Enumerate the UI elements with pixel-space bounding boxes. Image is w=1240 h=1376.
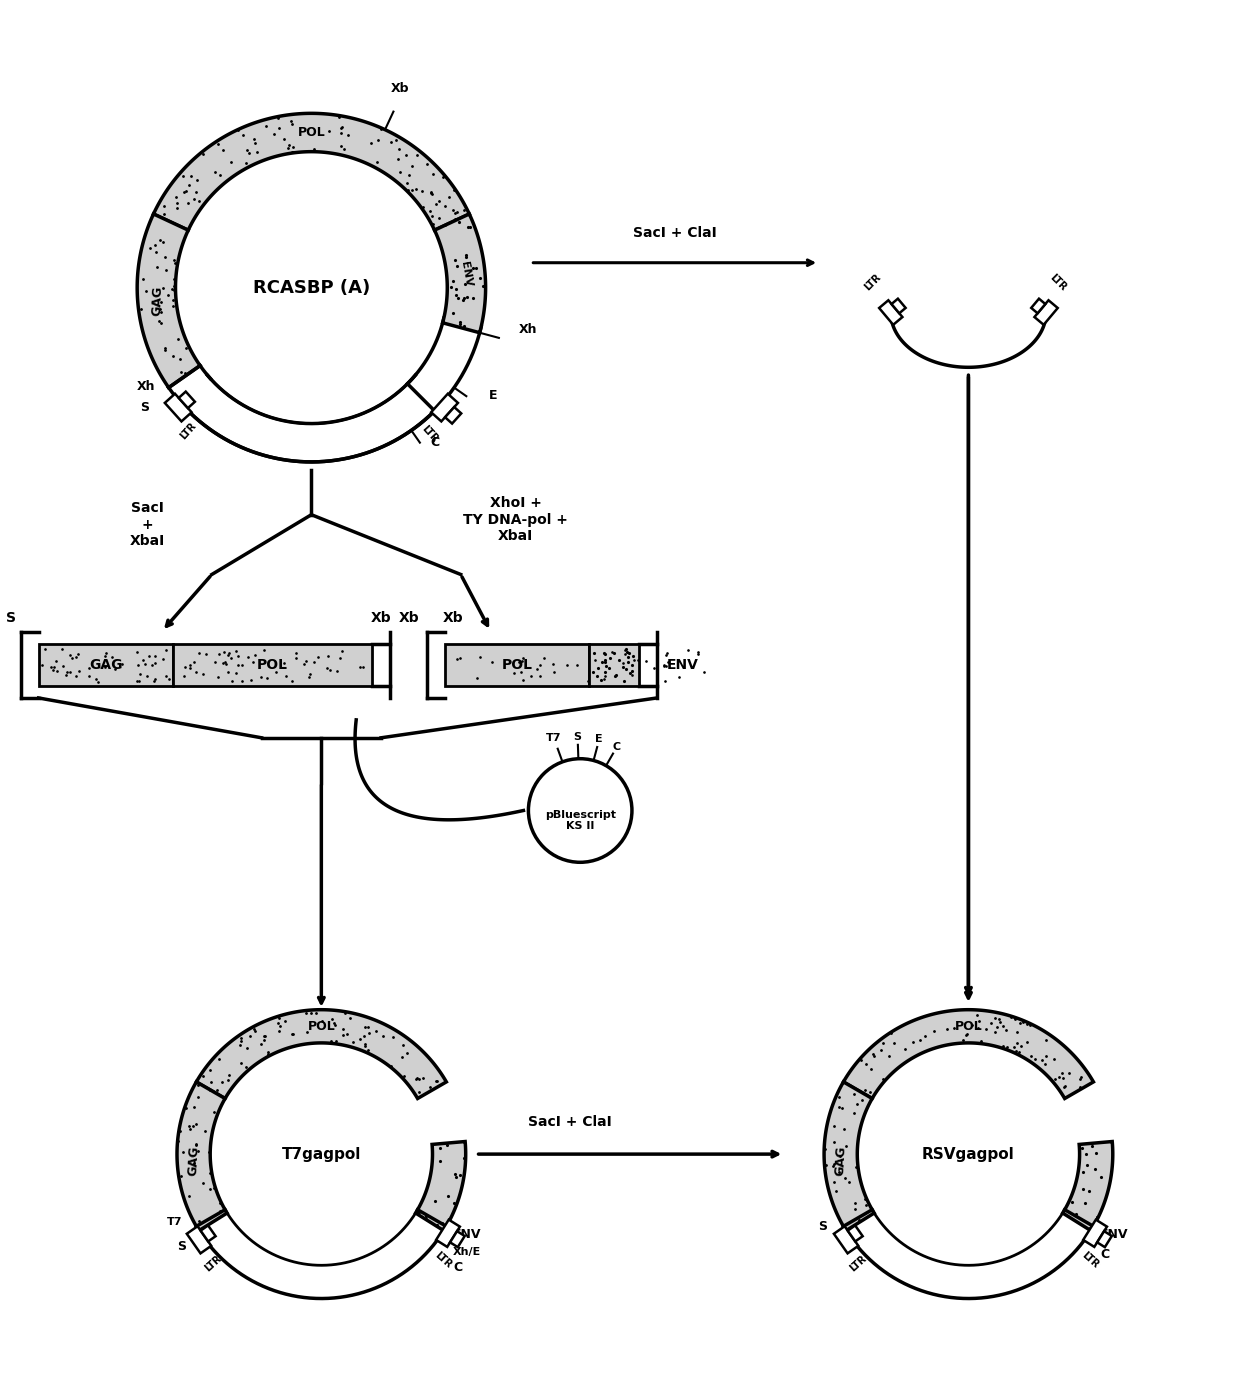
- Polygon shape: [1032, 299, 1045, 314]
- Polygon shape: [445, 407, 461, 424]
- Text: E: E: [489, 389, 497, 402]
- Text: C: C: [453, 1262, 463, 1274]
- Text: SacI + ClaI: SacI + ClaI: [528, 1115, 613, 1130]
- Text: POL: POL: [298, 127, 325, 139]
- Text: Xh: Xh: [136, 380, 155, 392]
- Text: C: C: [1100, 1248, 1109, 1262]
- Bar: [589, 644, 639, 687]
- Text: T7: T7: [167, 1216, 182, 1227]
- Text: Xb: Xb: [371, 611, 392, 625]
- Text: C: C: [430, 436, 440, 449]
- Text: XhoI +
TY DNA-pol +
XbaI: XhoI + TY DNA-pol + XbaI: [463, 497, 568, 544]
- Polygon shape: [179, 392, 195, 409]
- Text: SacI
+
XbaI: SacI + XbaI: [129, 501, 165, 548]
- Bar: [174, 644, 372, 687]
- Polygon shape: [432, 394, 458, 421]
- Text: ENV: ENV: [459, 260, 472, 288]
- Text: GAG: GAG: [186, 1145, 201, 1176]
- Text: T7gagpol: T7gagpol: [281, 1146, 361, 1161]
- Text: GAG: GAG: [150, 286, 164, 316]
- Text: LTR: LTR: [203, 1254, 223, 1274]
- Polygon shape: [196, 1010, 446, 1098]
- Text: GAG: GAG: [89, 658, 123, 671]
- Polygon shape: [879, 300, 903, 325]
- Text: RCASBP (A): RCASBP (A): [253, 278, 370, 297]
- Polygon shape: [201, 1226, 216, 1241]
- Polygon shape: [154, 113, 469, 230]
- Polygon shape: [434, 213, 486, 333]
- Text: LTR: LTR: [179, 421, 198, 442]
- Text: Xb: Xb: [443, 611, 463, 625]
- Text: T7: T7: [546, 733, 562, 743]
- Text: Xh/E: Xh/E: [453, 1247, 481, 1258]
- Text: POL: POL: [955, 1020, 982, 1033]
- Text: pBluescript
KS II: pBluescript KS II: [544, 809, 616, 831]
- Polygon shape: [1097, 1232, 1112, 1247]
- Text: LTR: LTR: [863, 272, 883, 293]
- Circle shape: [528, 758, 632, 863]
- Text: C: C: [613, 742, 621, 751]
- Polygon shape: [1034, 300, 1058, 325]
- Text: SacI + ClaI: SacI + ClaI: [632, 226, 717, 239]
- Polygon shape: [436, 1219, 460, 1247]
- Text: ENV: ENV: [453, 1229, 481, 1241]
- Text: RSVgagpol: RSVgagpol: [923, 1146, 1014, 1161]
- Bar: [445, 644, 589, 687]
- Text: S: S: [574, 732, 582, 742]
- Text: ENV: ENV: [667, 658, 698, 671]
- Polygon shape: [1063, 1142, 1112, 1230]
- Text: POL: POL: [257, 658, 288, 671]
- Polygon shape: [825, 1082, 874, 1230]
- Text: POL: POL: [501, 658, 532, 671]
- Polygon shape: [165, 394, 192, 421]
- Text: S: S: [140, 400, 149, 414]
- Polygon shape: [1084, 1219, 1107, 1247]
- Text: LTR: LTR: [848, 1254, 869, 1274]
- Polygon shape: [415, 1142, 466, 1230]
- Polygon shape: [843, 1010, 1094, 1098]
- Text: E: E: [595, 735, 603, 744]
- Polygon shape: [138, 213, 200, 388]
- Text: Xb: Xb: [398, 611, 419, 625]
- Polygon shape: [848, 1226, 863, 1241]
- Text: POL: POL: [308, 1020, 335, 1033]
- Text: Xh: Xh: [518, 323, 537, 336]
- Text: ENV: ENV: [1100, 1229, 1128, 1241]
- Text: Xb: Xb: [391, 83, 409, 95]
- Text: S: S: [6, 611, 16, 625]
- Text: S: S: [818, 1221, 827, 1233]
- Text: LTR: LTR: [1080, 1249, 1101, 1270]
- Polygon shape: [892, 299, 905, 314]
- Text: LTR: LTR: [419, 424, 440, 444]
- Polygon shape: [450, 1232, 465, 1247]
- Text: S: S: [177, 1240, 186, 1252]
- Bar: [38, 644, 174, 687]
- Text: LTR: LTR: [1048, 272, 1069, 293]
- Polygon shape: [177, 1082, 227, 1230]
- Text: LTR: LTR: [433, 1249, 454, 1270]
- Text: GAG: GAG: [833, 1145, 848, 1176]
- Polygon shape: [833, 1226, 858, 1254]
- Polygon shape: [187, 1226, 211, 1254]
